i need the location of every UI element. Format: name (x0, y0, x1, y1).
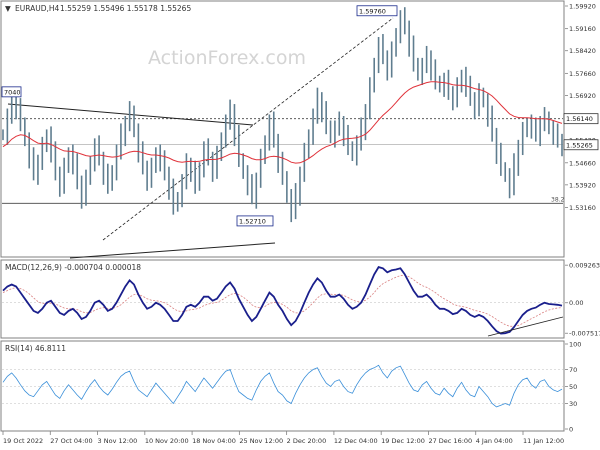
macd-series (2, 266, 563, 335)
price-tick-label: 1.58420 (569, 47, 596, 55)
ma-line (2, 81, 563, 164)
rsi-tick-label: 50 (569, 383, 577, 391)
price-annotation-box (356, 5, 398, 17)
price-tick-label: 1.53160 (569, 204, 596, 212)
time-tick-label: 19 Dec 12:00 (381, 437, 425, 445)
price-tick-label: 1.57660 (569, 70, 596, 78)
time-tick-label: 3 Nov 12:00 (98, 437, 138, 445)
resistance-level-label: 1.56140 (566, 115, 593, 123)
rsi-title: RSI(14) 46.8111 (5, 344, 66, 353)
current-price-box (563, 139, 599, 151)
price-tick-label: 1.54660 (569, 159, 596, 167)
moving-average (2, 81, 563, 164)
macd-tick-label: -0.007517 (569, 330, 600, 338)
symbol-label: EURAUD,H4 (15, 4, 60, 13)
time-tick-label: 12 Dec 04:00 (334, 437, 378, 445)
time-tick-label: 27 Dec 16:00 (428, 437, 472, 445)
time-tick-label: 4 Jan 04:00 (476, 437, 513, 445)
macd-title: MACD(12,26,9) -0.000704 0.000018 (5, 263, 141, 272)
price-panel-frame (0, 0, 565, 258)
watermark-text: ActionForex.com (148, 47, 306, 69)
lower-trendline (69, 242, 276, 259)
rsi-series (2, 364, 563, 408)
price-tick-label: 1.56920 (569, 92, 596, 100)
macd-tick-label: 0.009263 (569, 262, 600, 270)
price-tick-label: 1.53920 (569, 181, 596, 189)
price-series (2, 7, 563, 223)
time-axis: 19 Oct 2022 27 Oct 04:00 3 Nov 12:00 10 Nov… (2, 431, 564, 445)
macd-divergence-line (487, 316, 564, 337)
price-tick-label: 1.59920 (569, 3, 596, 11)
current-price-label: 1.55265 (566, 141, 593, 149)
header-triangle-icon: ▼ (5, 4, 11, 13)
time-tick-label: 18 Nov 04:00 (192, 437, 236, 445)
price-annotation-box (236, 215, 274, 227)
price-annotation-label: 1.59760 (359, 7, 386, 15)
macd-signal-line (2, 274, 563, 327)
price-tick-label: 1.59160 (569, 25, 596, 33)
upper-trendline (7, 103, 254, 126)
trendlines (7, 17, 394, 259)
rsi-panel-frame (0, 340, 565, 432)
macd-panel-frame (0, 259, 565, 339)
fib-level-label: 38.2 (551, 196, 565, 203)
rsi-tick-label: 0 (569, 426, 573, 434)
macd-tick-label: 0.00 (569, 299, 583, 307)
rsi-tick-label: 70 (569, 366, 577, 374)
resistance-level-box (563, 113, 599, 125)
price-annotations: 1.59760 1.52710 7040 (1, 5, 398, 227)
time-tick-label: 2 Dec 20:00 (287, 437, 327, 445)
price-annotation-label: 1.52710 (239, 217, 266, 225)
price-annotation-box (1, 86, 22, 98)
time-tick-label: 25 Nov 12:00 (239, 437, 283, 445)
time-tick-label: 11 Jan 12:00 (523, 437, 564, 445)
rsi-line (2, 364, 563, 408)
time-tick-label: 19 Oct 2022 (3, 437, 43, 445)
dashed-trendline (102, 17, 394, 241)
time-tick-label: 10 Nov 20:00 (145, 437, 189, 445)
price-annotation-label: 7040 (4, 88, 21, 96)
rsi-tick-label: 30 (569, 400, 577, 408)
macd-line (2, 266, 563, 335)
rsi-axis: 100 70 50 30 0 (2, 341, 581, 434)
ohlc-values: 1.55259 1.55496 1.55178 1.55265 (60, 4, 191, 13)
rsi-tick-label: 100 (569, 341, 581, 349)
time-tick-label: 27 Oct 04:00 (50, 437, 92, 445)
